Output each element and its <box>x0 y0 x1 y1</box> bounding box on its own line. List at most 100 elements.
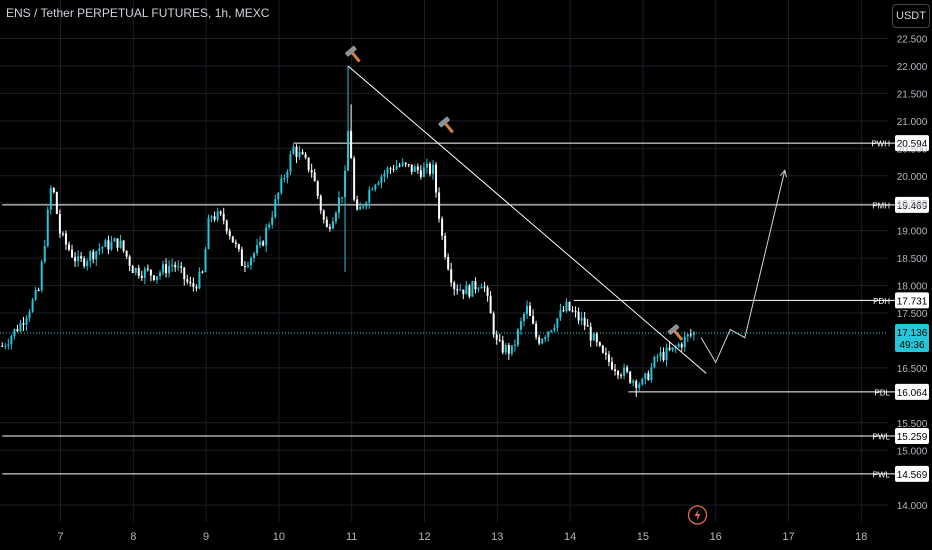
candle-body <box>544 337 547 340</box>
level-price-badge <box>895 196 929 213</box>
candle-body <box>64 233 67 245</box>
candle-body <box>101 246 104 249</box>
candle-body <box>337 197 340 213</box>
candle-body <box>152 275 155 280</box>
price-tick-label: 15.000 <box>897 446 928 457</box>
projection-arrowhead <box>779 169 787 178</box>
candle-body <box>37 289 40 291</box>
candle-body <box>504 345 507 353</box>
candle-body <box>516 329 519 345</box>
candle-body <box>689 334 692 336</box>
candle-body <box>240 249 243 266</box>
candle-body <box>474 280 477 290</box>
candle-body <box>13 329 16 337</box>
candle-body <box>465 285 468 295</box>
level-price-badge <box>895 465 929 482</box>
candle-body <box>422 167 425 177</box>
candle-body <box>683 336 686 348</box>
candle-body <box>265 227 268 246</box>
price-tick-label: 15.500 <box>897 419 928 430</box>
candle-body <box>277 192 280 200</box>
candle-body <box>234 242 237 245</box>
candle-body <box>271 217 274 225</box>
candle-body <box>677 344 680 347</box>
candle-body <box>22 323 25 325</box>
candle-body <box>565 301 568 312</box>
candle-body <box>228 231 231 237</box>
price-tick-label: 22.500 <box>897 35 928 46</box>
candle-body <box>298 152 301 157</box>
candle-body <box>140 275 143 278</box>
candle-body <box>626 367 629 372</box>
candle-body <box>435 164 438 193</box>
candle-body <box>629 371 632 383</box>
level-name: PWH <box>871 140 890 149</box>
candle-body <box>428 163 431 174</box>
candle-body <box>143 268 146 278</box>
candle-body <box>353 158 356 200</box>
candle-body <box>231 236 234 243</box>
candle-body <box>344 170 347 198</box>
candle-body <box>686 334 689 337</box>
candle-body <box>192 283 195 287</box>
level-name: PWL <box>873 433 891 442</box>
candle-body <box>453 282 456 290</box>
price-tick-label: 17.500 <box>897 309 928 320</box>
candle-body <box>334 212 337 222</box>
candle-body <box>116 238 119 248</box>
candle-body <box>413 166 416 172</box>
candle-body <box>647 373 650 380</box>
lightning-icon <box>687 505 708 525</box>
candle-body <box>362 206 365 208</box>
time-axis[interactable]: 7 8 9 10 11 12 13 14 15 16 17 18 <box>57 531 867 543</box>
candle-body <box>322 210 325 220</box>
candle-body <box>529 305 532 316</box>
level-price-badge <box>895 383 929 400</box>
candle-body <box>547 331 550 338</box>
candle-body <box>74 257 77 262</box>
candle-body <box>535 323 538 338</box>
candle-body <box>131 265 134 273</box>
level-price-label: 19.469 <box>897 201 928 212</box>
candle-body <box>532 315 535 324</box>
candle-body <box>177 266 180 268</box>
time-tick-label: 10 <box>273 531 285 543</box>
current-price-label: 17.136 <box>897 328 928 339</box>
candle-body <box>577 311 580 321</box>
candle-body <box>155 276 158 280</box>
price-axis[interactable]: 20.594 19.469 17.731 16.064 15.259 14.569 22.5… <box>895 35 929 513</box>
candle-body <box>580 317 583 321</box>
price-tick-label: 21.500 <box>897 89 928 100</box>
time-tick-label: 13 <box>491 531 503 543</box>
candle-body <box>16 329 19 332</box>
candle-body <box>256 245 259 254</box>
candle-body <box>431 164 434 174</box>
price-tick-label: 19.000 <box>897 227 928 238</box>
candle-body <box>574 311 577 313</box>
candle-body <box>295 146 298 157</box>
chart-title: ENS / Tether PERPETUAL FUTURES, 1h, MEXC <box>6 6 270 20</box>
candle-body <box>438 192 441 219</box>
candle-body <box>55 192 58 214</box>
level-name: PDH <box>873 297 890 306</box>
currency-button[interactable]: USDT <box>892 4 930 28</box>
time-tick-label: 12 <box>418 531 430 543</box>
candle-body <box>526 305 529 314</box>
candle-body <box>653 356 656 368</box>
candle-body <box>219 211 222 214</box>
candle-body <box>137 267 140 276</box>
candle-body <box>286 171 289 179</box>
candle-body <box>171 264 174 267</box>
candle-body <box>386 168 389 174</box>
level-name: PMH <box>872 201 890 210</box>
hammer-head <box>667 324 680 335</box>
time-tick-label: 18 <box>855 531 867 543</box>
candle-body <box>398 165 401 167</box>
candle-body <box>274 199 277 218</box>
candle-body <box>359 206 362 210</box>
candle-body <box>635 380 638 388</box>
candle-body <box>86 261 89 267</box>
candle-body <box>571 310 574 312</box>
candle-body <box>692 332 695 335</box>
